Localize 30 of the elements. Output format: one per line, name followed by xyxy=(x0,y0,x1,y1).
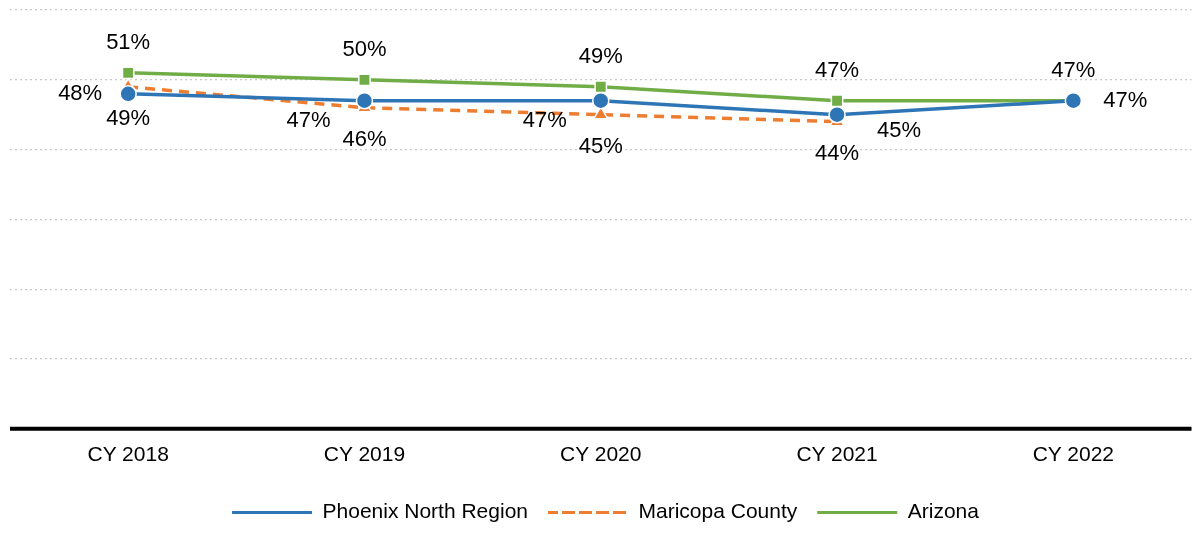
data-label: 48% xyxy=(58,79,103,105)
data-label: 45% xyxy=(578,132,623,158)
point xyxy=(594,80,608,94)
point xyxy=(121,66,135,80)
point xyxy=(830,94,844,108)
data-label: 47% xyxy=(522,106,567,132)
x-tick-label: CY 2020 xyxy=(560,442,642,466)
point xyxy=(358,73,371,87)
point xyxy=(119,85,137,103)
x-tick-label: CY 2019 xyxy=(323,442,406,466)
legend-label: Arizona xyxy=(907,499,980,523)
data-label: 47% xyxy=(815,56,860,82)
data-label: 47% xyxy=(1051,56,1096,82)
data-label: 49% xyxy=(106,104,151,130)
data-label: 46% xyxy=(342,125,387,151)
point xyxy=(828,105,846,124)
legend-label: Maricopa County xyxy=(638,499,798,523)
data-label: 50% xyxy=(342,35,387,61)
x-tick-label: CY 2021 xyxy=(796,442,878,466)
data-label: 51% xyxy=(106,28,151,54)
data-label: 45% xyxy=(877,116,922,142)
point xyxy=(592,91,610,110)
point xyxy=(355,91,374,110)
legend-label: Phoenix North Region xyxy=(322,499,529,523)
data-label: 47% xyxy=(286,106,331,132)
data-label: 44% xyxy=(815,139,860,165)
data-label: 49% xyxy=(578,42,623,68)
x-tick-label: CY 2022 xyxy=(1032,442,1115,466)
x-tick-label: CY 2018 xyxy=(87,442,169,466)
data-label: 47% xyxy=(1103,86,1148,112)
